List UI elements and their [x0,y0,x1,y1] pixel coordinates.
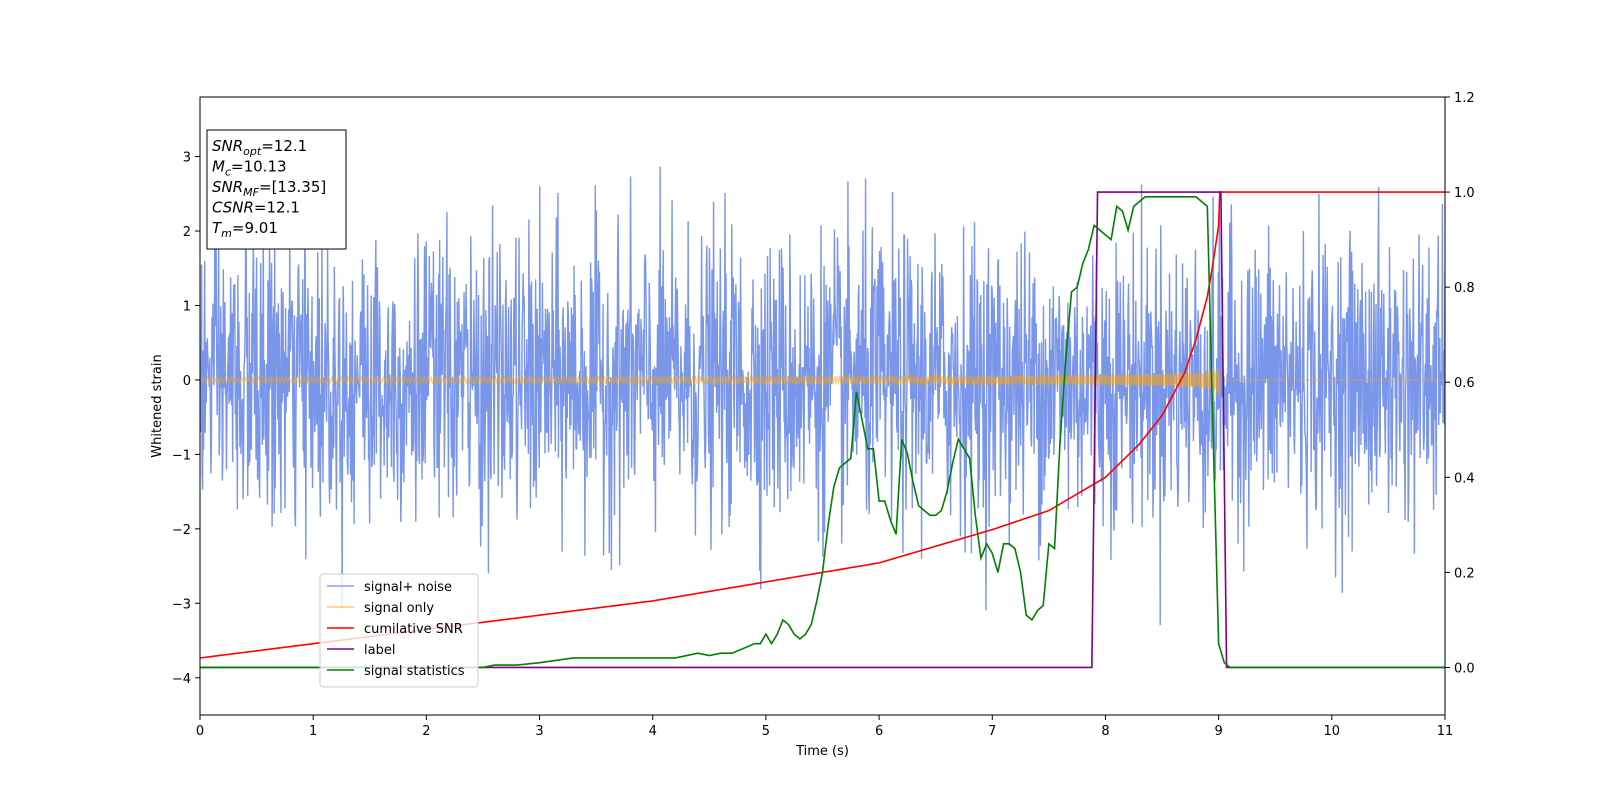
x-tick-label: 11 [1437,724,1454,739]
x-tick-label: 2 [422,724,430,739]
y2-tick-label: 0.4 [1454,471,1475,486]
x-tick-label: 7 [988,724,996,739]
annotation-line: SNRopt=12.1 [212,137,307,158]
annotation-value: =[13.35] [259,178,326,196]
y2-tick-label: 1.0 [1454,186,1475,201]
y2-tick-label: 1.2 [1454,91,1475,106]
legend-label: cumilative SNR [364,622,463,637]
annotation-subscript: MF [243,186,259,199]
y-tick-label: 3 [183,151,191,166]
x-tick-label: 10 [1324,724,1341,739]
annotation-subscript: c [225,166,231,179]
y-tick-label: 0 [183,374,191,389]
annotation-value: =10.13 [231,158,287,176]
series-signal-noise-line [200,166,1445,626]
x-tick-label: 3 [535,724,543,739]
annotation-line: Tm=9.01 [212,219,278,240]
series-cumulative-snr-line [200,191,1445,659]
y2-tick-label: 0.2 [1454,566,1475,581]
annotation-box: SNRopt=12.1Mc=10.13SNRMF=[13.35]CSNR=12.… [206,129,347,250]
legend-box [319,573,479,688]
annotation-line: SNRMF=[13.35] [212,178,326,199]
y-tick-label: −1 [172,448,191,463]
annotation-line: Mc=10.13 [212,158,287,179]
annotation-subscript: m [221,227,232,240]
legend-label: signal statistics [364,664,465,679]
x-tick-label: 1 [309,724,317,739]
x-tick-label: 6 [875,724,883,739]
y2-tick-label: 0.0 [1454,661,1475,676]
annotation-symbol: CSNR [212,199,254,217]
annotation-subscript: opt [243,145,262,158]
legend: signal+ noise signal only cumilative SNR la… [319,573,479,688]
x-tick-label: 4 [649,724,657,739]
axes: 0 1 2 3 4 5 6 7 8 9 10 11 −4 −3 −2 −1 0 1 2 3 0.0 0.2 0.4 0.6 0.… [150,91,1475,759]
annotation-symbol: SNR [212,137,243,155]
annotation-line: CSNR=12.1 [212,199,300,217]
legend-label: label [364,643,395,658]
y2-tick-label: 0.6 [1454,376,1475,391]
y-tick-label: 1 [183,299,191,314]
annotation-symbol: T [212,219,223,237]
x-tick-label: 0 [196,724,204,739]
y-tick-label: −2 [172,523,191,538]
plot-area [200,166,1445,669]
legend-label: signal+ noise [364,580,452,595]
annotation-symbol: SNR [212,178,243,196]
annotation-value: =12.1 [261,137,307,155]
annotation-value: =9.01 [232,219,278,237]
x-tick-label: 5 [762,724,770,739]
x-tick-label: 9 [1214,724,1222,739]
annotation-symbol: M [212,158,225,176]
x-axis-label: Time (s) [795,744,849,759]
series-signal-statistics-line [200,196,1445,669]
y-tick-label: −4 [172,672,191,687]
legend-label: signal only [364,601,434,616]
plot-frame [199,96,1446,716]
y-axis-label: Whitened strain [150,354,165,457]
y-tick-label: −3 [172,597,191,612]
y-tick-label: 2 [183,225,191,240]
x-tick-label: 8 [1101,724,1109,739]
y2-tick-label: 0.8 [1454,281,1475,296]
annotation-value: =12.1 [254,199,300,217]
annotation-frame [206,129,347,250]
series-signal-only-line [200,367,1445,401]
